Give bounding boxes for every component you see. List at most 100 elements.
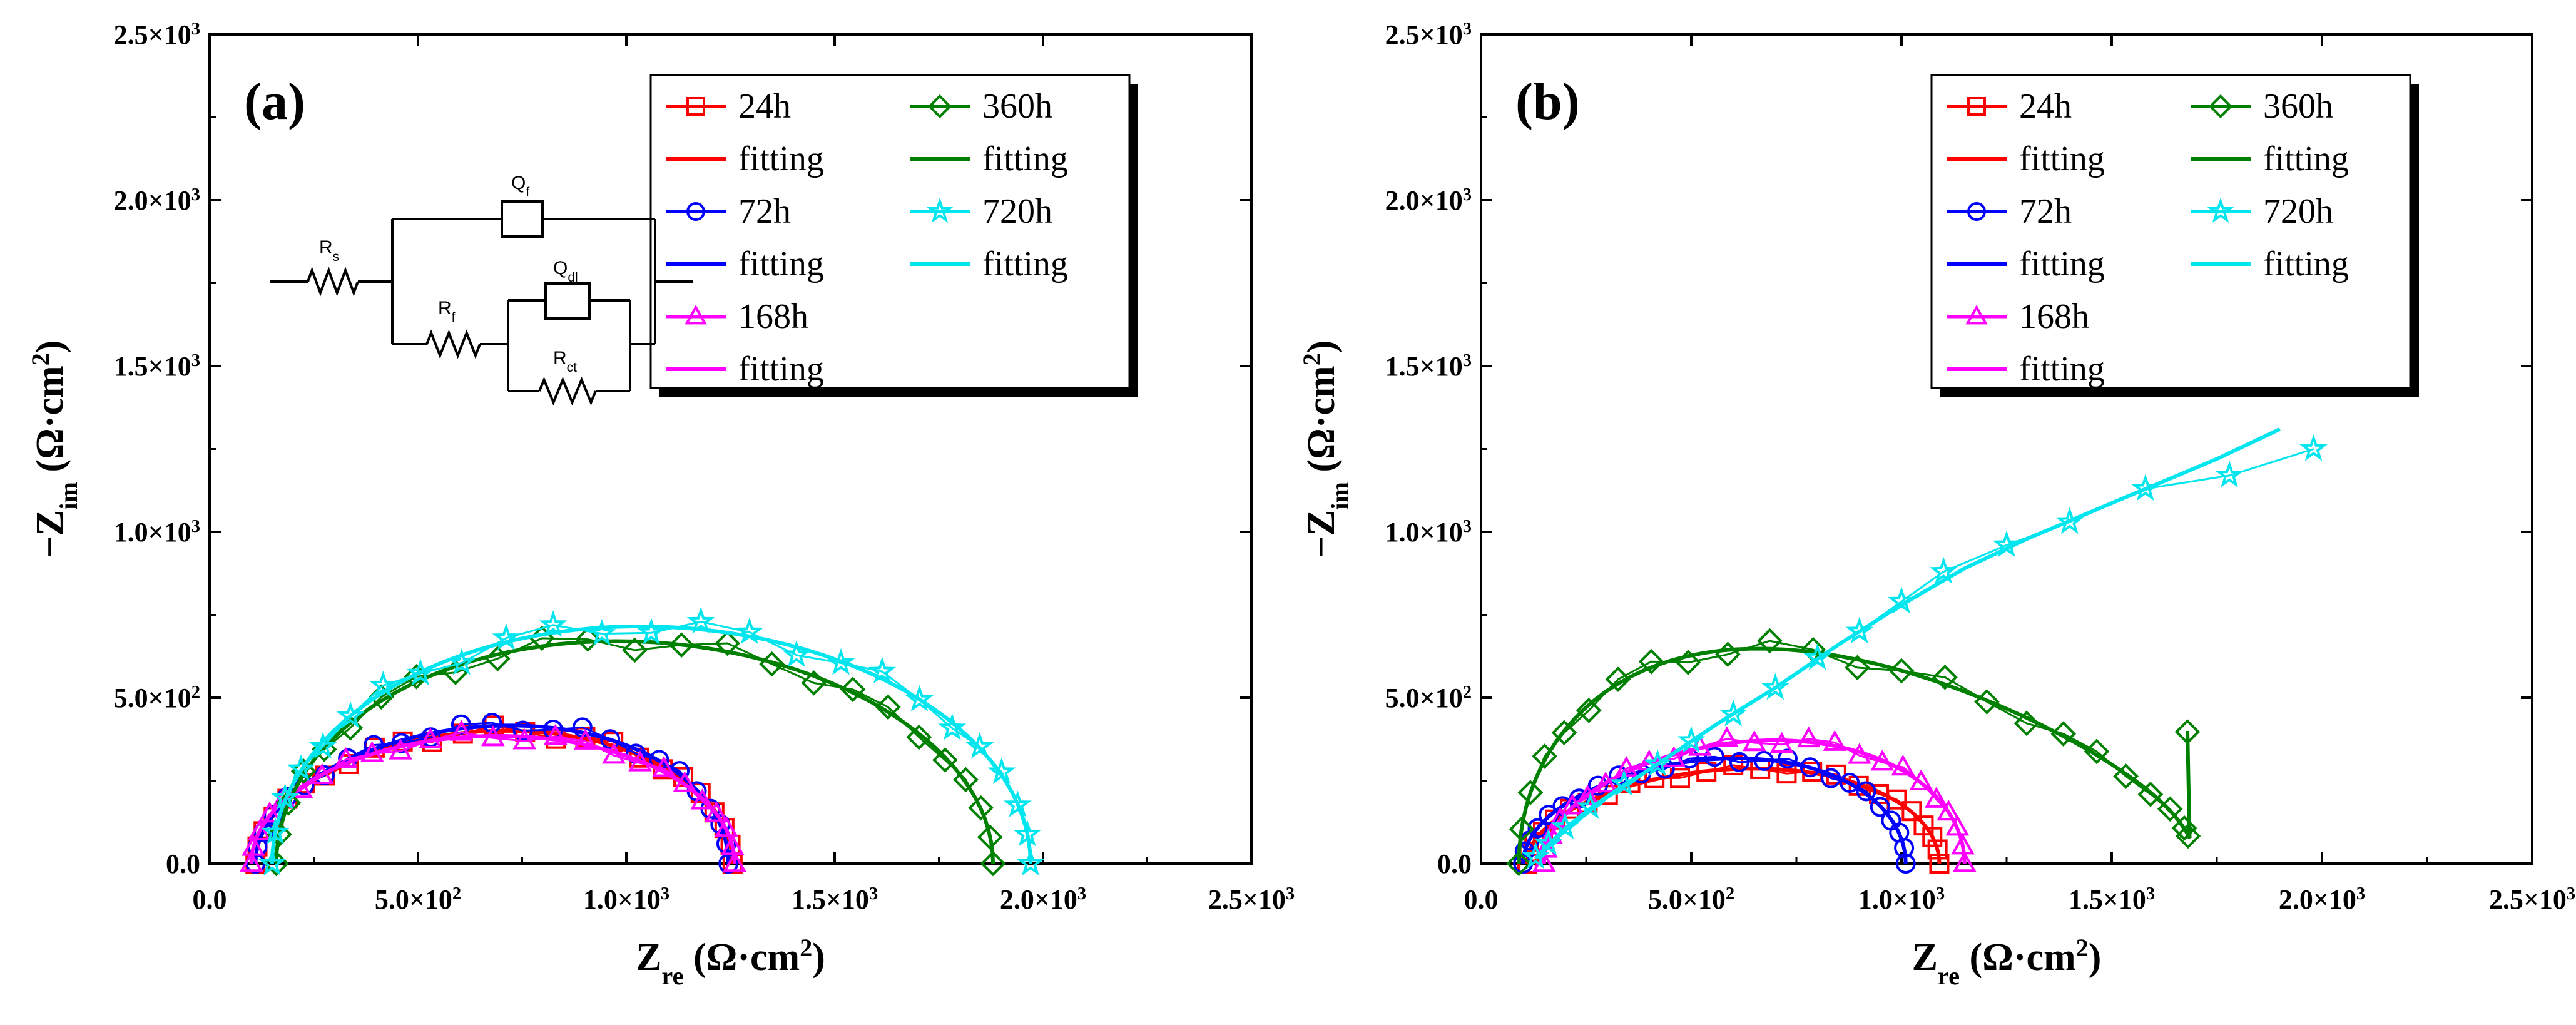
data-point-168h: [333, 747, 358, 768]
resistor-rs: [307, 267, 359, 297]
data-point-720h: [938, 713, 967, 740]
data-point-720h: [2055, 507, 2084, 534]
data-point-720h: [905, 685, 934, 712]
legend-fit-label-168h: fitting: [738, 350, 824, 389]
legend-marker-72h: [686, 202, 705, 221]
data-point-168h: [419, 727, 442, 748]
cpe-qf: [501, 200, 544, 238]
data-point-360h: [668, 632, 695, 658]
data-point-168h: [690, 788, 715, 810]
fit-line-720h: [1534, 427, 2281, 860]
data-point-168h: [1796, 726, 1821, 748]
data-point-24h: [1886, 789, 1907, 810]
x-tick-label: 1.0×103: [1858, 884, 1945, 915]
data-point-360h: [1675, 650, 1701, 675]
data-point-168h: [723, 850, 746, 872]
data-layer: [239, 606, 1045, 877]
data-point-720h: [1761, 673, 1789, 700]
legend-label-168h: 168h: [738, 297, 808, 336]
legend-fit-label-72h: fitting: [2019, 245, 2105, 283]
data-point-168h: [652, 756, 676, 777]
legend-fit-label-24h: fitting: [2019, 140, 2105, 178]
y-tick-label: 0.0: [166, 849, 200, 879]
legend-box: [1930, 74, 2411, 389]
data-point-24h: [1922, 827, 1943, 847]
data-point-72h: [1800, 757, 1820, 778]
data-point-360h: [1888, 658, 1915, 684]
x-axis-label: Zre (Ω·cm2): [1912, 934, 2102, 990]
data-line-360h: [1518, 640, 2189, 864]
data-point-168h: [1909, 769, 1933, 791]
data-point-360h: [1845, 655, 1870, 681]
data-point-24h: [1696, 762, 1717, 782]
series-720h: [258, 606, 1045, 876]
data-point-168h: [1924, 787, 1948, 808]
data-point-168h: [449, 720, 474, 741]
equivalent-circuit-inset: [270, 200, 693, 406]
legend-marker-720h: [2207, 197, 2234, 223]
data-point-168h: [602, 743, 626, 764]
legend-label-360h: 360h: [2263, 87, 2333, 126]
legend-label-24h: 24h: [738, 87, 791, 126]
x-tick-label: 2.5×103: [2489, 884, 2575, 915]
data-point-360h: [1974, 689, 2000, 715]
x-tick-label: 5.0×102: [1648, 884, 1734, 915]
data-line-720h: [271, 620, 1032, 864]
data-point-24h: [1929, 854, 1950, 874]
legend-marker-360h: [2208, 94, 2233, 119]
data-point-720h: [369, 670, 397, 698]
data-point-168h: [1952, 850, 1977, 872]
data-point-720h: [735, 617, 764, 645]
series-720h: [1521, 427, 2328, 869]
data-point-720h: [637, 618, 666, 645]
data-point-720h: [1643, 749, 1672, 777]
y-tick-label: 5.0×102: [114, 683, 200, 714]
data-point-720h: [1803, 643, 1831, 670]
data-point-360h: [2084, 738, 2110, 765]
data-point-360h: [2050, 721, 2077, 747]
data-point-720h: [686, 606, 715, 634]
legend-label-360h: 360h: [982, 87, 1052, 126]
circuit-label-qf: Qf: [511, 173, 529, 200]
legend-fit-label-360h: fitting: [2263, 140, 2349, 178]
y-axis-label: −Zim (Ω·cm2): [26, 340, 83, 558]
data-point-720h: [1013, 819, 1042, 847]
data-point-360h: [1509, 816, 1535, 842]
data-point-168h: [673, 771, 697, 792]
data-point-720h: [827, 648, 855, 675]
panel-b: 0.0 5.0×102 1.0×103 1.5×103 2.0×103 2.5×103 0.…: [1298, 19, 2576, 990]
data-point-720h: [258, 849, 287, 876]
data-point-168h: [628, 750, 652, 772]
data-point-72h: [1821, 768, 1841, 788]
circuit-label-qdl: Qdl: [553, 258, 578, 285]
data-point-168h: [1532, 850, 1556, 872]
data-point-168h: [1847, 743, 1871, 764]
data-point-720h: [1887, 586, 1916, 614]
legend-marker-360h: [927, 94, 952, 119]
data-point-720h: [1521, 842, 1550, 869]
data-point-24h: [1901, 801, 1922, 822]
data-point-720h: [2131, 474, 2160, 501]
fit-line-168h: [249, 734, 737, 864]
data-point-168h: [258, 801, 282, 823]
data-point-72h: [1527, 818, 1548, 839]
resistor-rf: [425, 329, 481, 359]
data-point-720h: [987, 757, 1016, 784]
data-point-24h: [1927, 839, 1948, 860]
legend-fit-label-360h: fitting: [982, 140, 1068, 178]
data-point-360h: [267, 821, 292, 847]
fit-line-360h: [274, 639, 995, 864]
x-axis-label: Zre (Ω·cm2): [636, 934, 825, 990]
data-point-360h: [977, 824, 1003, 850]
data-point-72h: [1870, 797, 1890, 817]
data-point-360h: [1638, 648, 1664, 675]
cpe-qdl: [544, 282, 591, 320]
data-point-360h: [1757, 628, 1783, 654]
panel-label: (a): [244, 73, 305, 131]
data-point-360h: [906, 724, 932, 750]
data-point-720h: [1534, 829, 1562, 856]
y-axis-label: −Zim (Ω·cm2): [1298, 340, 1354, 558]
data-point-168h: [1614, 756, 1639, 777]
legend-label-168h: 168h: [2019, 297, 2089, 336]
data-point-168h: [481, 725, 505, 747]
